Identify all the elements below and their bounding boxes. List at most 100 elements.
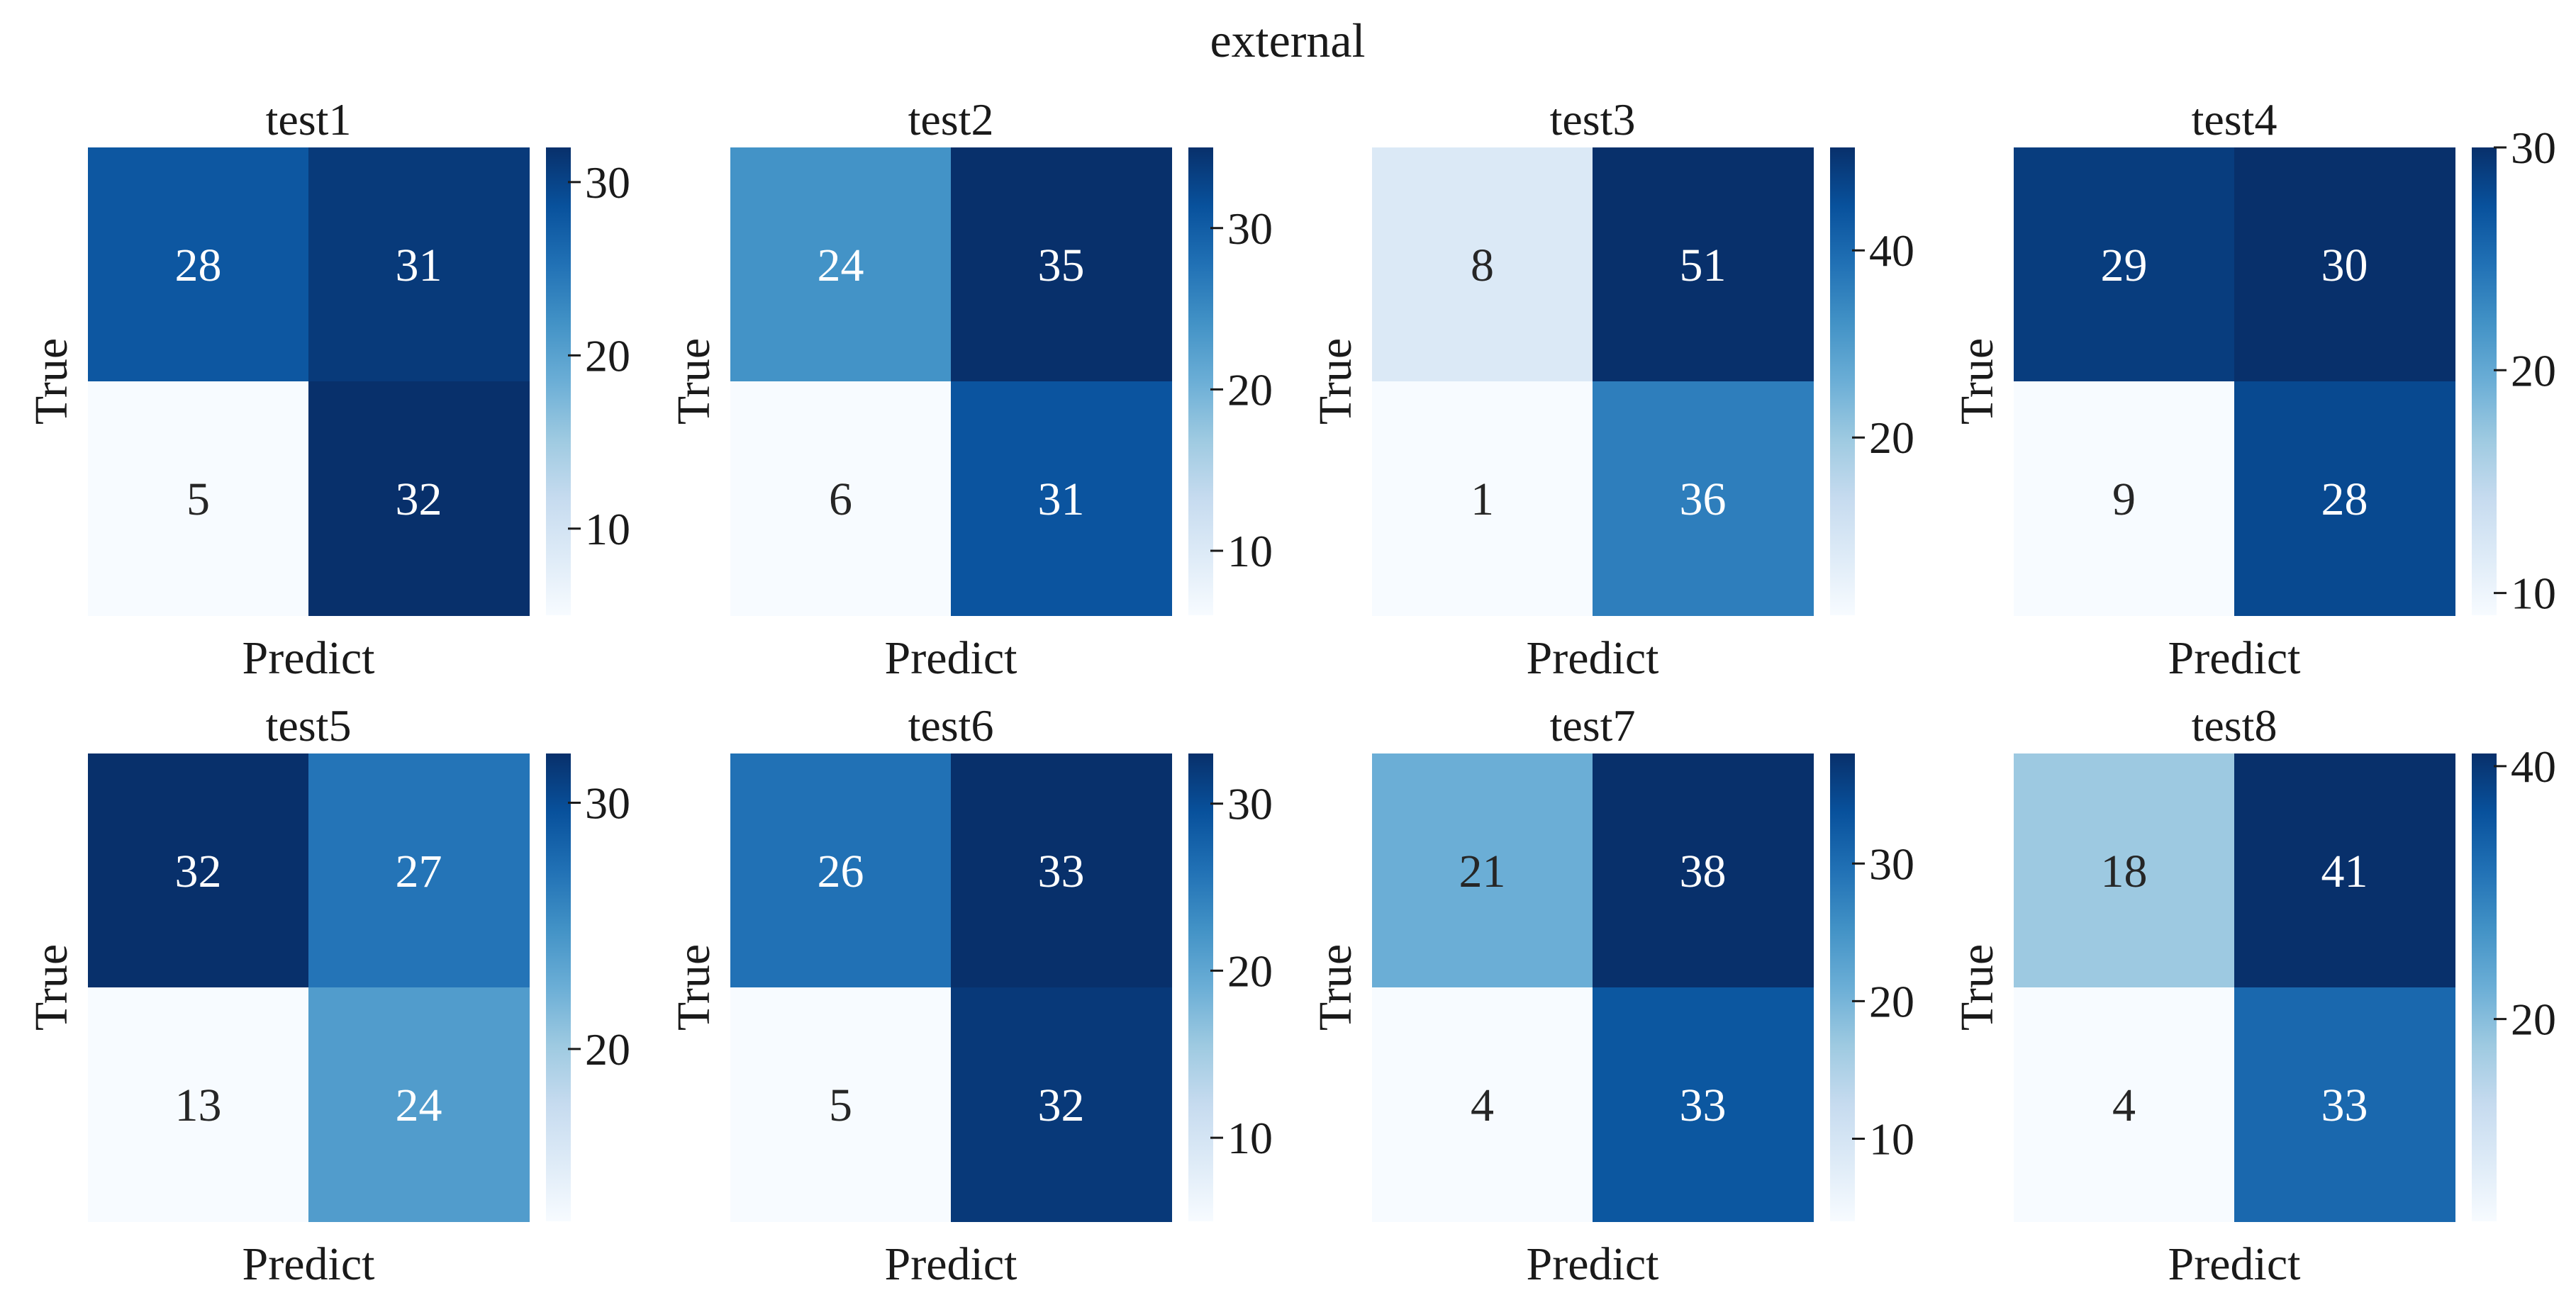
x-axis-label: Predict bbox=[2168, 632, 2301, 684]
y-axis-label: True bbox=[1951, 944, 2003, 1031]
colorbar-tick-label: 30 bbox=[1227, 203, 1273, 254]
colorbar-tick-label: 10 bbox=[1227, 526, 1273, 576]
cell-value-label: 41 bbox=[2321, 846, 2368, 897]
figure-suptitle: external bbox=[1210, 13, 1366, 67]
panel-title: test8 bbox=[2192, 700, 2277, 751]
panel-title: test6 bbox=[908, 700, 994, 751]
heatmap-cell bbox=[308, 753, 530, 988]
x-axis-label: Predict bbox=[885, 632, 1017, 684]
heatmap-cell bbox=[1372, 381, 1593, 616]
y-axis-label: True bbox=[1310, 944, 1361, 1031]
colorbar bbox=[1830, 147, 1855, 615]
y-axis-label: True bbox=[668, 944, 720, 1031]
heatmap-cell bbox=[1593, 753, 1814, 988]
cell-value-label: 26 bbox=[818, 846, 864, 897]
heatmap-panel-1: test1 28 31 5 32 Predict True 10 20 30 bbox=[26, 94, 630, 684]
cell-value-label: 38 bbox=[1680, 846, 1727, 897]
heatmap-cell bbox=[1593, 381, 1814, 616]
cell-value-label: 32 bbox=[396, 474, 442, 525]
x-axis-label: Predict bbox=[242, 632, 375, 684]
colorbar bbox=[1188, 753, 1213, 1221]
heatmap-cell bbox=[308, 147, 530, 382]
heatmap-cell bbox=[2234, 987, 2455, 1222]
heatmap-cell bbox=[730, 753, 952, 988]
cell-value-label: 27 bbox=[396, 846, 442, 897]
colorbar-tick-label: 10 bbox=[2511, 568, 2556, 619]
colorbar-tick-label: 30 bbox=[585, 157, 630, 208]
colorbar-tick-label: 20 bbox=[1869, 413, 1914, 463]
x-axis-label: Predict bbox=[885, 1238, 1017, 1290]
colorbar-tick-label: 20 bbox=[2511, 994, 2556, 1045]
heatmap-panel-5: test5 32 27 13 24 Predict True 20 30 bbox=[26, 700, 630, 1290]
heatmap-cell bbox=[2014, 987, 2235, 1222]
cell-value-label: 33 bbox=[2321, 1080, 2368, 1131]
heatmap-cell bbox=[88, 147, 309, 382]
cell-value-label: 6 bbox=[829, 474, 852, 525]
cell-value-label: 30 bbox=[2321, 240, 2368, 291]
cell-value-label: 18 bbox=[2101, 846, 2148, 897]
cell-value-label: 13 bbox=[175, 1080, 222, 1131]
x-axis-label: Predict bbox=[1527, 1238, 1659, 1290]
cell-value-label: 5 bbox=[829, 1080, 852, 1131]
cell-value-label: 31 bbox=[396, 240, 442, 291]
heatmap-cell bbox=[2234, 753, 2455, 988]
heatmap-panel-2: test2 24 35 6 31 Predict True 10 20 30 bbox=[668, 94, 1273, 684]
heatmap-cell bbox=[951, 987, 1172, 1222]
heatmap-cell bbox=[1372, 753, 1593, 988]
panel-title: test1 bbox=[266, 94, 352, 145]
heatmap-cell bbox=[730, 381, 952, 616]
cell-value-label: 1 bbox=[1471, 474, 1494, 525]
cell-value-label: 28 bbox=[175, 240, 222, 291]
panel-title: test3 bbox=[1550, 94, 1636, 145]
cell-value-label: 24 bbox=[818, 240, 864, 291]
cell-value-label: 9 bbox=[2112, 474, 2136, 525]
colorbar-tick-label: 40 bbox=[1869, 225, 1914, 276]
x-axis-label: Predict bbox=[2168, 1238, 2301, 1290]
panel-title: test4 bbox=[2192, 94, 2277, 145]
heatmap-cell bbox=[1372, 147, 1593, 382]
heatmap-cell bbox=[88, 987, 309, 1222]
colorbar-tick-label: 20 bbox=[585, 330, 630, 381]
colorbar bbox=[1188, 147, 1213, 615]
heatmap-cell bbox=[308, 987, 530, 1222]
cell-value-label: 28 bbox=[2321, 474, 2368, 525]
cell-value-label: 21 bbox=[1459, 846, 1506, 897]
colorbar-tick-label: 20 bbox=[2511, 345, 2556, 396]
y-axis-label: True bbox=[668, 338, 720, 425]
cell-value-label: 36 bbox=[1680, 474, 1727, 525]
panel-title: test5 bbox=[266, 700, 352, 751]
y-axis-label: True bbox=[26, 338, 77, 425]
colorbar-tick-label: 30 bbox=[1227, 779, 1273, 829]
heatmap-panel-4: test4 29 30 9 28 Predict True 10 20 30 bbox=[1951, 94, 2556, 684]
colorbar-tick-label: 10 bbox=[1227, 1113, 1273, 1163]
heatmap-panel-7: test7 21 38 4 33 Predict True 10 20 30 bbox=[1310, 700, 1914, 1290]
colorbar-tick-label: 30 bbox=[1869, 839, 1914, 889]
heatmap-cell bbox=[88, 753, 309, 988]
panel-title: test7 bbox=[1550, 700, 1636, 751]
colorbar bbox=[2472, 147, 2497, 615]
colorbar bbox=[2472, 753, 2497, 1221]
cell-value-label: 35 bbox=[1038, 240, 1085, 291]
heatmap-panel-3: test3 8 51 1 36 Predict True 20 40 bbox=[1310, 94, 1914, 684]
heatmap-cell bbox=[1593, 987, 1814, 1222]
heatmap-cell bbox=[951, 147, 1172, 382]
cell-value-label: 51 bbox=[1680, 240, 1727, 291]
heatmap-cell bbox=[1593, 147, 1814, 382]
heatmap-cell bbox=[730, 987, 952, 1222]
heatmap-cell bbox=[2014, 753, 2235, 988]
colorbar-tick-label: 20 bbox=[1869, 976, 1914, 1026]
colorbar-tick-label: 20 bbox=[1227, 364, 1273, 415]
colorbar-tick-label: 10 bbox=[1869, 1114, 1914, 1165]
y-axis-label: True bbox=[1951, 338, 2003, 425]
heatmap-cell bbox=[2014, 147, 2235, 382]
panel-title: test2 bbox=[908, 94, 994, 145]
cell-value-label: 32 bbox=[1038, 1080, 1085, 1131]
colorbar-tick-label: 20 bbox=[1227, 946, 1273, 996]
cell-value-label: 32 bbox=[175, 846, 222, 897]
heatmap-cell bbox=[2234, 147, 2455, 382]
heatmap-cell bbox=[2234, 381, 2455, 616]
heatmap-cell bbox=[1372, 987, 1593, 1222]
heatmap-cell bbox=[951, 753, 1172, 988]
cell-value-label: 24 bbox=[396, 1080, 442, 1131]
